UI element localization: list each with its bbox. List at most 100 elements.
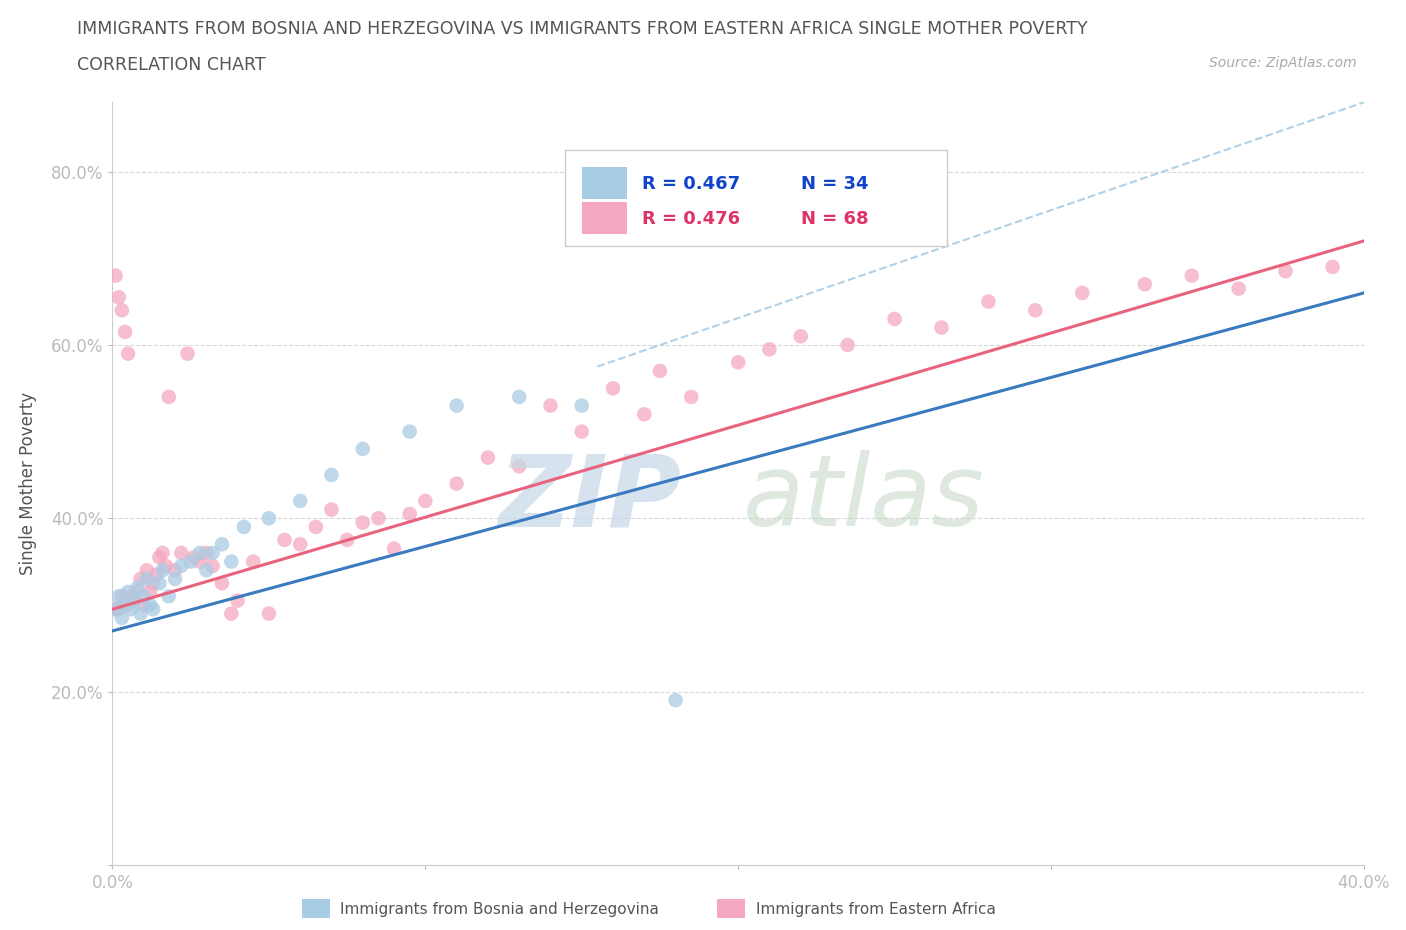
Point bbox=[104, 602, 127, 617]
Text: R = 0.476: R = 0.476 bbox=[641, 210, 740, 228]
Point bbox=[571, 424, 593, 439]
Point bbox=[1227, 281, 1250, 296]
Point bbox=[508, 390, 530, 405]
Point bbox=[107, 602, 129, 617]
Point bbox=[931, 320, 953, 335]
Point bbox=[120, 602, 142, 617]
Point bbox=[195, 546, 218, 561]
Point bbox=[883, 312, 905, 326]
Point bbox=[117, 597, 139, 612]
Point bbox=[107, 290, 129, 305]
Point bbox=[135, 563, 157, 578]
Point bbox=[114, 593, 136, 608]
Point bbox=[540, 398, 562, 413]
Point bbox=[977, 294, 1000, 309]
FancyBboxPatch shape bbox=[565, 151, 948, 246]
Point bbox=[152, 563, 174, 578]
Point bbox=[117, 346, 139, 361]
Text: Source: ZipAtlas.com: Source: ZipAtlas.com bbox=[1209, 56, 1357, 70]
Point bbox=[446, 476, 468, 491]
Text: R = 0.467: R = 0.467 bbox=[641, 175, 740, 193]
Point bbox=[163, 571, 186, 587]
Point bbox=[790, 329, 813, 344]
Point bbox=[1133, 277, 1156, 292]
Point bbox=[1071, 286, 1094, 300]
Point bbox=[352, 442, 374, 457]
Point bbox=[139, 597, 162, 612]
Point bbox=[111, 589, 134, 604]
Point bbox=[139, 584, 162, 599]
Point bbox=[382, 541, 405, 556]
Point bbox=[163, 563, 186, 578]
Point bbox=[305, 520, 328, 535]
Point bbox=[352, 515, 374, 530]
Point bbox=[257, 511, 280, 525]
Point bbox=[124, 593, 146, 608]
Point bbox=[232, 520, 254, 535]
Point bbox=[321, 502, 343, 517]
Point bbox=[633, 406, 655, 421]
Point bbox=[321, 468, 343, 483]
Point bbox=[1024, 303, 1046, 318]
Point bbox=[188, 554, 211, 569]
Point bbox=[508, 458, 530, 473]
Point bbox=[117, 584, 139, 599]
Point bbox=[183, 550, 205, 565]
Point bbox=[257, 606, 280, 621]
Point bbox=[602, 381, 624, 396]
Point bbox=[571, 398, 593, 413]
Text: atlas: atlas bbox=[742, 450, 984, 548]
Point bbox=[107, 589, 129, 604]
Point bbox=[477, 450, 499, 465]
Point bbox=[148, 550, 170, 565]
Point bbox=[188, 546, 211, 561]
Point bbox=[415, 494, 437, 509]
Point bbox=[132, 589, 155, 604]
Point bbox=[114, 325, 136, 339]
Point bbox=[104, 268, 127, 283]
Point bbox=[211, 576, 233, 591]
Point bbox=[157, 589, 180, 604]
Point bbox=[290, 537, 312, 551]
Point bbox=[290, 494, 312, 509]
Point bbox=[120, 589, 142, 604]
Point bbox=[124, 593, 146, 608]
Point bbox=[148, 576, 170, 591]
Point bbox=[221, 554, 243, 569]
Point bbox=[170, 559, 193, 574]
Point bbox=[142, 602, 165, 617]
Point bbox=[170, 546, 193, 561]
Point bbox=[104, 602, 127, 617]
Point bbox=[111, 610, 134, 625]
Point bbox=[142, 576, 165, 591]
Point bbox=[155, 559, 177, 574]
Point bbox=[1274, 264, 1296, 279]
Point bbox=[201, 546, 224, 561]
Point bbox=[367, 511, 389, 525]
Point bbox=[758, 342, 780, 357]
Point bbox=[201, 559, 224, 574]
Text: Immigrants from Bosnia and Herzegovina: Immigrants from Bosnia and Herzegovina bbox=[340, 902, 659, 917]
Point bbox=[648, 364, 671, 379]
Text: IMMIGRANTS FROM BOSNIA AND HERZEGOVINA VS IMMIGRANTS FROM EASTERN AFRICA SINGLE : IMMIGRANTS FROM BOSNIA AND HERZEGOVINA V… bbox=[77, 20, 1088, 38]
Point bbox=[195, 563, 218, 578]
Point bbox=[1181, 268, 1204, 283]
Text: ZIP: ZIP bbox=[499, 450, 682, 548]
Point bbox=[221, 606, 243, 621]
Point bbox=[129, 606, 152, 621]
Point bbox=[664, 693, 686, 708]
Point bbox=[398, 424, 420, 439]
Point bbox=[398, 507, 420, 522]
Point bbox=[127, 584, 149, 599]
Point bbox=[242, 554, 264, 569]
Point bbox=[114, 597, 136, 612]
FancyBboxPatch shape bbox=[582, 202, 627, 234]
Point bbox=[837, 338, 859, 352]
Text: CORRELATION CHART: CORRELATION CHART bbox=[77, 56, 266, 73]
Point bbox=[727, 355, 749, 370]
Point bbox=[176, 346, 198, 361]
Point bbox=[127, 580, 149, 595]
Point bbox=[132, 597, 155, 612]
Point bbox=[446, 398, 468, 413]
Point bbox=[111, 303, 134, 318]
